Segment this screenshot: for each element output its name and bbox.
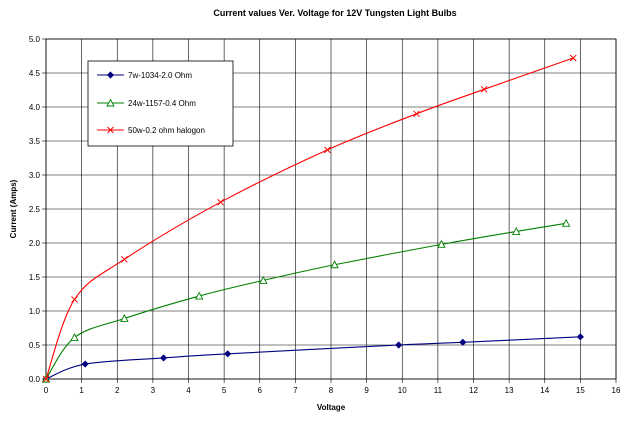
legend-entry-3: 50w-0.2 ohm halogon xyxy=(97,126,205,135)
data-point xyxy=(413,110,420,118)
x-tick-label: 13 xyxy=(505,386,514,395)
data-point xyxy=(480,85,488,93)
x-tick-label: 2 xyxy=(115,386,120,395)
x-axis-ticks: 0 1 2 3 4 5 6 7 8 9 10 11 12 13 14 15 16 xyxy=(44,379,621,395)
y-tick-label: 4.5 xyxy=(29,69,41,78)
legend-entry-2: 24w-1157-0.4 Ohm xyxy=(97,98,196,108)
x-axis-title: Voltage xyxy=(317,403,346,412)
y-tick-label: 5.0 xyxy=(29,35,41,44)
x-tick-label: 1 xyxy=(79,386,84,395)
data-point xyxy=(159,354,168,362)
data-point xyxy=(259,275,268,284)
y-tick-label: 0.0 xyxy=(29,375,41,384)
x-tick-label: 15 xyxy=(576,386,585,395)
data-point xyxy=(576,333,584,341)
series-line xyxy=(45,57,574,380)
legend-marker xyxy=(106,98,115,107)
series-1 xyxy=(42,333,584,383)
y-tick-label: 3.5 xyxy=(29,137,41,146)
x-tick-label: 3 xyxy=(151,386,156,395)
data-point xyxy=(42,375,50,383)
y-axis-ticks: 0.0 0.5 1.0 1.5 2.0 2.5 3.0 3.5 4.0 4.5 5.0 xyxy=(29,35,46,384)
x-tick-label: 5 xyxy=(222,386,227,395)
chart-title: Current values Ver. Voltage for 12V Tung… xyxy=(213,8,456,18)
legend-label: 50w-0.2 ohm halogon xyxy=(128,126,205,135)
data-point xyxy=(217,198,224,206)
series-layer xyxy=(41,54,584,383)
x-tick-label: 8 xyxy=(329,386,334,395)
data-point xyxy=(81,360,89,368)
x-tick-label: 7 xyxy=(293,386,298,395)
x-tick-label: 9 xyxy=(364,386,369,395)
y-tick-label: 3.0 xyxy=(29,171,41,180)
data-point xyxy=(437,239,446,248)
series-line xyxy=(45,336,581,380)
y-tick-label: 2.0 xyxy=(29,239,41,248)
y-tick-label: 0.5 xyxy=(29,341,41,350)
data-point xyxy=(194,291,204,300)
x-tick-label: 12 xyxy=(469,386,478,395)
y-tick-label: 1.0 xyxy=(29,307,41,316)
y-tick-label: 4.0 xyxy=(29,103,41,112)
x-tick-label: 14 xyxy=(540,386,549,395)
x-tick-label: 16 xyxy=(612,386,621,395)
data-point xyxy=(224,350,232,358)
data-point xyxy=(569,54,577,62)
data-point xyxy=(561,218,571,227)
data-point xyxy=(70,333,79,341)
x-tick-label: 0 xyxy=(44,386,49,395)
legend: 7w-1034-2.0 Ohm 24w-1157-0.4 Ohm 50w-0.2 o… xyxy=(87,60,234,147)
data-point xyxy=(71,296,78,303)
x-tick-label: 4 xyxy=(186,386,191,395)
series-2 xyxy=(41,218,571,383)
x-tick-label: 10 xyxy=(398,386,407,395)
data-point xyxy=(395,341,403,349)
x-tick-label: 11 xyxy=(434,386,443,395)
data-point xyxy=(121,255,128,263)
data-point xyxy=(120,314,129,322)
legend-entry-1: 7w-1034-2.0 Ohm xyxy=(97,71,192,80)
x-tick-label: 6 xyxy=(258,386,263,395)
y-tick-label: 1.5 xyxy=(29,273,41,282)
y-axis-title: Current (Amps) xyxy=(9,179,18,238)
series-line xyxy=(45,222,567,380)
legend-marker xyxy=(107,126,114,134)
y-tick-label: 2.5 xyxy=(29,205,41,214)
data-point xyxy=(324,146,331,154)
data-point xyxy=(459,338,467,346)
legend-marker xyxy=(106,71,115,79)
data-point xyxy=(511,226,521,235)
series-3 xyxy=(42,54,577,383)
legend-label: 24w-1157-0.4 Ohm xyxy=(128,99,196,108)
legend-label: 7w-1034-2.0 Ohm xyxy=(128,71,192,80)
data-point xyxy=(330,260,339,269)
